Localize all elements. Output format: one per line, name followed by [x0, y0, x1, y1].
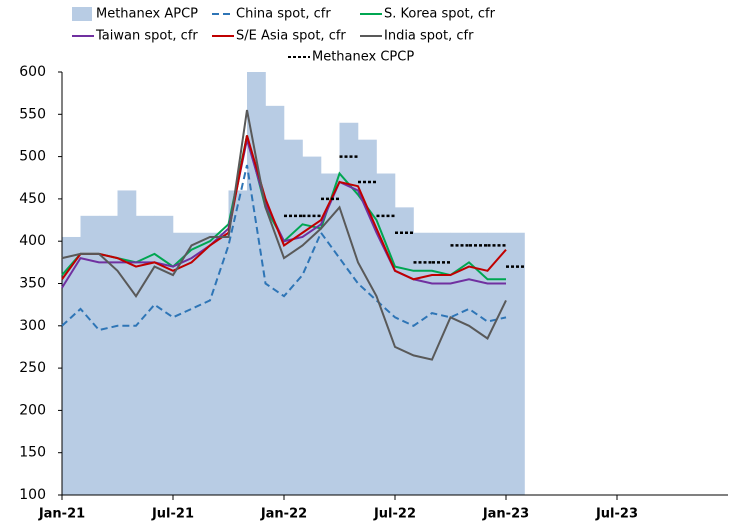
area-step: [321, 173, 340, 495]
area-step: [302, 156, 322, 495]
area-step: [339, 122, 359, 495]
area-step: [210, 232, 229, 496]
x-tick-label: Jan-23: [482, 507, 529, 522]
legend-label: S/E Asia spot, cfr: [236, 29, 346, 44]
legend-label: S. Korea spot, cfr: [384, 7, 496, 22]
legend-label: Methanex CPCP: [312, 50, 414, 65]
area-step: [136, 215, 155, 495]
y-tick-label: 300: [19, 318, 46, 334]
area-step: [432, 232, 451, 496]
y-tick-label: 200: [19, 402, 46, 418]
area-step: [154, 215, 174, 495]
area-step: [99, 215, 118, 495]
area-step: [228, 190, 248, 495]
legend-swatch: [72, 7, 92, 21]
area-step: [506, 232, 525, 496]
y-tick-label: 550: [19, 106, 46, 122]
y-tick-label: 500: [19, 149, 46, 165]
area-step: [80, 215, 100, 495]
series-line: [61, 135, 507, 281]
area-step: [487, 232, 507, 496]
y-tick-label: 100: [19, 487, 46, 503]
y-tick-label: 350: [19, 276, 46, 292]
series-line: [61, 139, 506, 289]
area-step: [62, 236, 81, 495]
legend-label: Methanex APCP: [96, 7, 198, 22]
area-step: [469, 232, 488, 496]
area-step: [117, 190, 137, 495]
series-line: [61, 164, 507, 332]
legend-label: Taiwan spot, cfr: [95, 29, 198, 44]
area-step: [413, 232, 433, 496]
y-tick-label: 400: [19, 233, 46, 249]
x-tick-label: Jul-22: [373, 507, 416, 522]
area-step: [450, 232, 470, 496]
series-line: [61, 109, 507, 361]
x-tick-label: Jan-21: [38, 507, 85, 522]
y-tick-label: 150: [19, 445, 46, 461]
area-step: [173, 232, 192, 496]
area-step: [358, 139, 377, 495]
area-step: [191, 232, 211, 496]
legend-label: China spot, cfr: [236, 7, 331, 22]
x-tick-label: Jul-23: [595, 507, 638, 522]
y-tick-label: 250: [19, 360, 46, 376]
legend-label: India spot, cfr: [384, 29, 474, 44]
y-tick-label: 450: [19, 191, 46, 207]
x-tick-label: Jan-22: [260, 507, 307, 522]
area-step: [284, 139, 303, 495]
x-tick-label: Jul-21: [151, 507, 194, 522]
area-step: [376, 173, 396, 495]
area-step: [247, 72, 266, 495]
area-step: [265, 105, 285, 495]
y-tick-label: 600: [19, 64, 46, 80]
